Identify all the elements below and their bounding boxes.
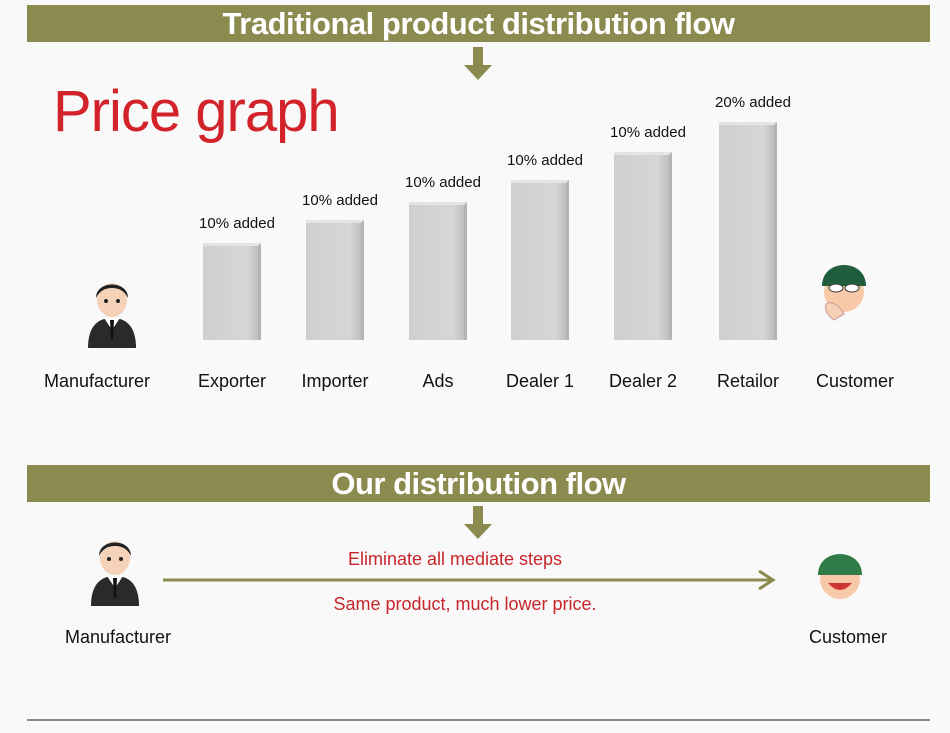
step-label: Retailor <box>716 371 780 391</box>
eliminate-steps-text: Eliminate all mediate steps <box>347 549 563 569</box>
businessman-icon <box>91 541 139 606</box>
price-bar <box>511 180 569 340</box>
down-arrow-icon <box>464 47 492 80</box>
price-bar <box>409 202 467 340</box>
added-label: 20% added <box>715 94 791 111</box>
step-label-customer: Customer <box>815 371 895 391</box>
price-bar <box>203 243 261 340</box>
lower-price-text: Same product, much lower price. <box>333 594 597 614</box>
step-label: Dealer 2 <box>608 371 678 391</box>
added-label: 10% added <box>405 174 481 191</box>
traditional-flow-banner: Traditional product distribution flow <box>27 5 930 42</box>
direct-flow-arrow <box>163 570 776 590</box>
our-flow-banner: Our distribution flow <box>27 465 930 502</box>
added-label: 10% added <box>302 192 378 209</box>
step-label: Importer <box>301 371 369 391</box>
price-bar <box>614 152 672 340</box>
manufacturer-label: Manufacturer <box>64 627 172 647</box>
step-label-manufacturer: Manufacturer <box>43 371 151 391</box>
price-bar <box>719 122 777 340</box>
added-label: 10% added <box>507 152 583 169</box>
page-title: Price graph <box>53 79 340 144</box>
customer-label: Customer <box>808 627 888 647</box>
step-label: Ads <box>422 371 454 391</box>
happy-customer-icon <box>818 554 862 599</box>
step-label: Exporter <box>197 371 267 391</box>
down-arrow-icon <box>464 506 492 539</box>
price-bar <box>306 220 364 340</box>
bottom-divider <box>27 719 930 721</box>
shocked-customer-icon <box>822 265 866 321</box>
businessman-icon <box>88 283 136 348</box>
added-label: 10% added <box>199 215 275 232</box>
step-label: Dealer 1 <box>505 371 575 391</box>
added-label: 10% added <box>610 124 686 141</box>
